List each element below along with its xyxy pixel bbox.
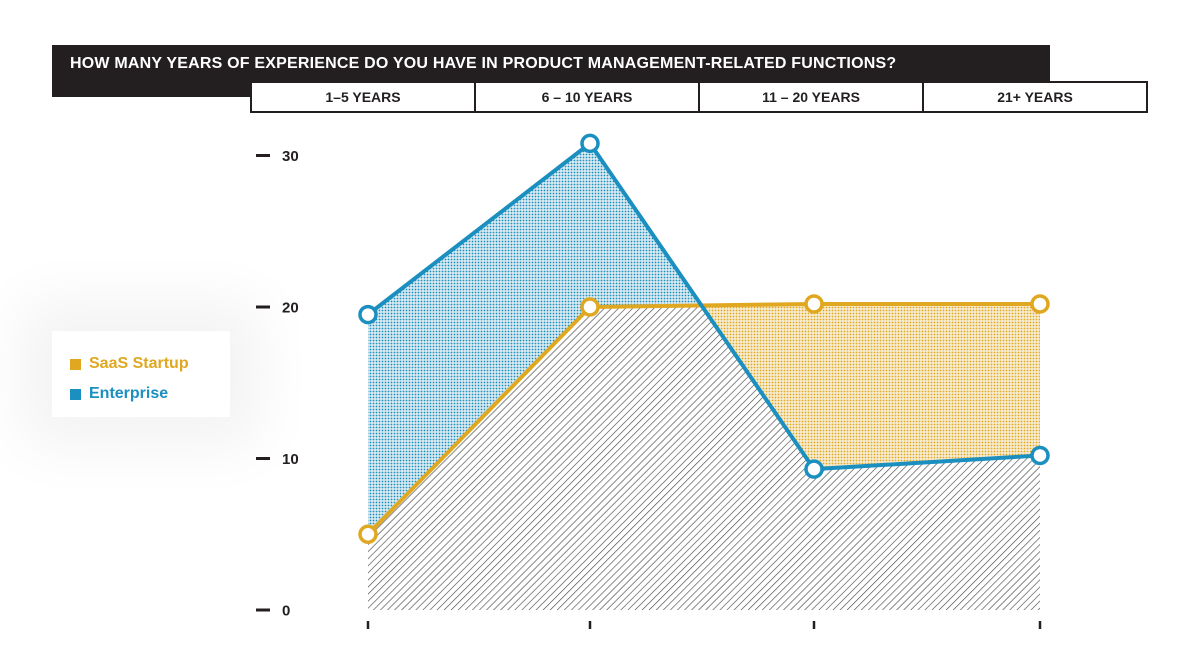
y-tick-label: 10 [282,451,299,468]
overlap-area [368,303,1040,610]
legend-label: SaaS Startup [89,355,189,372]
enterprise-point [580,133,600,154]
y-tick-label: 30 [282,148,299,165]
legend-item-saas-startup: SaaS Startup [70,349,230,379]
category-label: 1–5 YEARS [252,83,476,111]
legend-swatch [70,358,81,370]
saas-startup-point [358,524,378,544]
category-label: 21+ YEARS [997,89,1073,105]
y-axis: 0 10 20 30 [256,148,299,620]
y-tick-label: 20 [282,300,299,317]
saas-startup-point [580,297,600,317]
legend-label: Enterprise [89,385,169,402]
category-label: 11 – 20 YEARS [700,83,924,111]
enterprise-point [1030,445,1050,466]
x-axis [366,621,1042,629]
legend-item-enterprise: Enterprise [70,379,230,409]
saas-startup-point [1030,294,1050,314]
legend-swatch [70,388,81,400]
enterprise-point [804,459,824,479]
legend: SaaS Startup Enterprise [52,331,230,417]
y-tick-label: 0 [282,603,290,620]
category-label: 6 – 10 YEARS [476,83,700,111]
saas-startup-point [804,294,824,314]
category-header-row: 1–5 YEARS 6 – 10 YEARS 11 – 20 YEARS 21+… [250,81,1148,113]
enterprise-point [358,304,378,325]
enterprise-line [366,141,1041,472]
